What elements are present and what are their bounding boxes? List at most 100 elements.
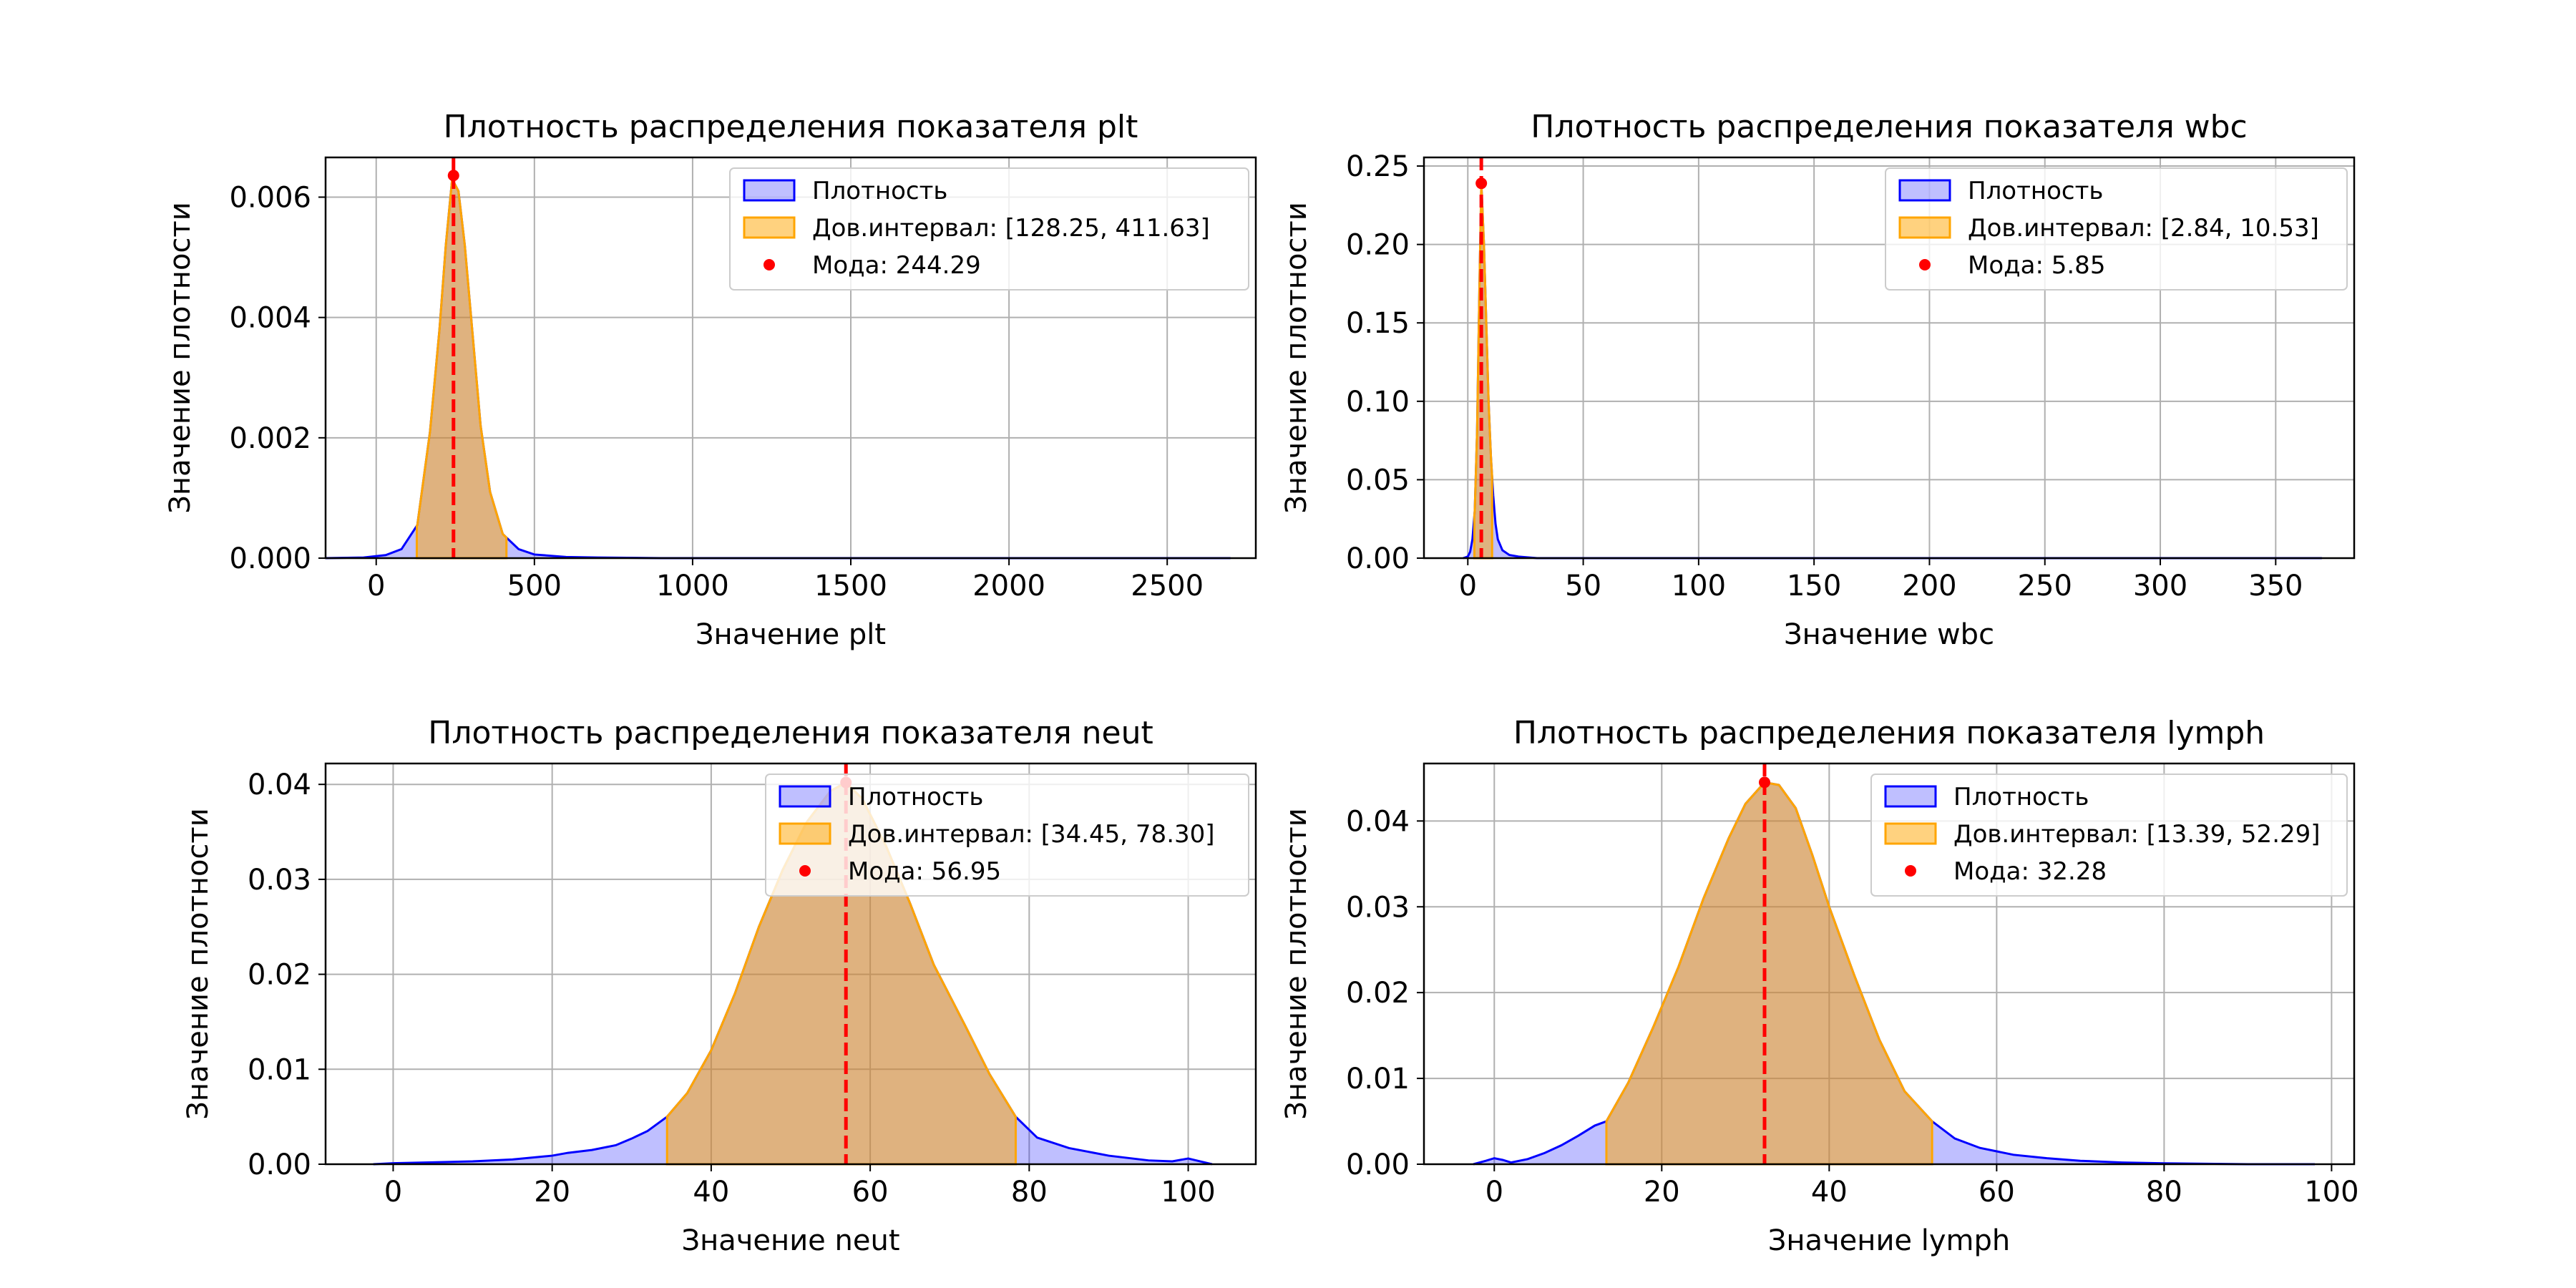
chart-title: Плотность распределения показателя neut [428,715,1153,751]
y-tick-label: 0.03 [1346,891,1410,924]
y-tick-label: 0.004 [229,302,311,335]
plot-area: 0 20 40 60 80 100 0.00 0.01 0.02 0.03 0.04 [248,762,1257,1209]
x-tick-label: 2000 [972,570,1045,602]
legend-density-swatch [1898,179,1951,202]
x-tick-label: 300 [2133,570,2187,602]
mode-marker [1759,776,1771,789]
x-tick-label: 200 [1902,570,1956,602]
x-tick-label: 40 [693,1176,729,1209]
y-tick-label: 0.01 [1346,1063,1410,1096]
y-axis-label: Значение плотности [164,202,197,513]
y-tick-label: 0.02 [248,959,311,992]
y-tick-label: 0.25 [1346,150,1410,183]
subplot-neut: 0 20 40 60 80 100 0.00 0.01 0.02 0.03 0.04 Плотнос… [182,715,1257,1257]
legend-mode-label: Мода: 32.28 [1953,857,2107,886]
legend-ci-label: Дов.интервал: [128.25, 411.63] [812,214,1210,243]
subplot-lymph: 0 20 40 60 80 100 0.00 0.01 0.02 0.03 0.04 Плотнос… [1280,715,2359,1257]
x-tick-label: 80 [1011,1176,1048,1209]
y-tick-label: 0.04 [1346,805,1410,838]
legend-mode-marker [799,865,811,877]
legend-ci-swatch [743,216,796,239]
x-tick-label: 50 [1565,570,1601,602]
legend-ci-label: Дов.интервал: [34.45, 78.30] [848,820,1215,849]
x-tick-label: 0 [1485,1176,1503,1209]
chart-title: Плотность распределения показателя wbc [1531,109,2248,145]
y-axis-label: Значение плотности [1280,202,1313,513]
legend-mode-marker [763,259,775,270]
y-tick-label: 0.00 [1346,1148,1410,1181]
legend-mode-marker [1919,259,1931,270]
x-tick-label: 40 [1811,1176,1848,1209]
x-axis-label: Значение neut [681,1224,899,1257]
y-tick-label: 0.02 [1346,977,1410,1010]
x-tick-label: 20 [1644,1176,1680,1209]
chart-title: Плотность распределения показателя lymph [1513,715,2265,751]
subplot-plt: 0 500 1000 1500 2000 2500 0.000 0.002 0.004 0.006… [164,109,1257,651]
y-tick-label: 0.05 [1346,464,1410,497]
chart-title: Плотность распределения показателя plt [444,109,1138,145]
mode-marker [1475,177,1488,190]
ci-area [1605,781,1933,1166]
axes-frame [1423,762,2356,1166]
legend: Плотность Дов.интервал: [34.45, 78.30] М… [765,774,1249,897]
x-tick-label: 100 [2304,1176,2358,1209]
x-tick-label: 100 [1161,1176,1215,1209]
legend-ci-swatch [1898,216,1951,239]
x-tick-label: 0 [367,570,385,602]
y-axis-label: Значение плотности [1280,808,1313,1119]
legend: Плотность Дов.интервал: [2.84, 10.53] Мо… [1885,167,2348,291]
legend-mode-label: Мода: 5.85 [1968,251,2105,280]
x-tick-label: 60 [1979,1176,2015,1209]
y-tick-label: 0.10 [1346,386,1410,419]
legend-ci-label: Дов.интервал: [2.84, 10.53] [1968,214,2319,243]
legend-density-label: Плотность [848,783,983,811]
legend-density-swatch [743,179,796,202]
legend-mode-label: Мода: 244.29 [812,251,981,280]
x-tick-label: 250 [2018,570,2072,602]
x-tick-label: 100 [1672,570,1726,602]
y-tick-label: 0.00 [248,1148,311,1181]
y-axis-label: Значение плотности [182,808,215,1119]
x-tick-label: 350 [2248,570,2303,602]
legend-ci-label: Дов.интервал: [13.39, 52.29] [1953,820,2321,849]
plot-area: 0 20 40 60 80 100 0.00 0.01 0.02 0.03 0.04 [1346,762,2359,1209]
legend-ci-swatch [1884,822,1937,845]
axes-frame [1423,156,2356,560]
legend-density-label: Плотность [1968,177,2103,205]
x-tick-label: 80 [2146,1176,2182,1209]
x-tick-label: 1000 [656,570,729,602]
x-tick-label: 0 [384,1176,402,1209]
y-tick-label: 0.002 [229,422,311,455]
subplot-wbc: 0 50 100 150 200 250 300 350 0.00 0.05 0.10 0.15 0.2… [1280,109,2356,651]
x-tick-label: 2500 [1131,570,1204,602]
x-tick-label: 1500 [814,570,887,602]
legend-mode-marker [1905,865,1916,877]
y-tick-label: 0.15 [1346,307,1410,340]
y-tick-label: 0.000 [229,542,311,575]
x-axis-label: Значение lymph [1768,1224,2011,1257]
axes-frame [324,762,1257,1166]
legend-density-swatch [779,785,831,808]
legend: Плотность Дов.интервал: [13.39, 52.29] М… [1870,774,2348,897]
legend-density-swatch [1884,785,1937,808]
y-tick-label: 0.006 [229,181,311,214]
y-tick-label: 0.04 [248,769,311,801]
x-tick-label: 500 [507,570,562,602]
y-tick-label: 0.03 [248,864,311,897]
legend-mode-label: Мода: 56.95 [848,857,1001,886]
x-tick-label: 150 [1787,570,1841,602]
x-tick-label: 60 [852,1176,889,1209]
x-axis-label: Значение wbc [1784,618,1994,651]
legend-density-label: Плотность [812,177,947,205]
y-tick-label: 0.00 [1346,542,1410,575]
mode-marker [447,170,459,182]
axes-frame [324,156,1257,560]
legend-density-label: Плотность [1953,783,2089,811]
legend: Плотность Дов.интервал: [128.25, 411.63]… [729,167,1249,291]
y-tick-label: 0.01 [248,1053,311,1086]
ci-area [415,175,508,560]
x-tick-label: 0 [1459,570,1477,602]
x-tick-label: 20 [534,1176,570,1209]
x-axis-label: Значение plt [696,618,886,651]
